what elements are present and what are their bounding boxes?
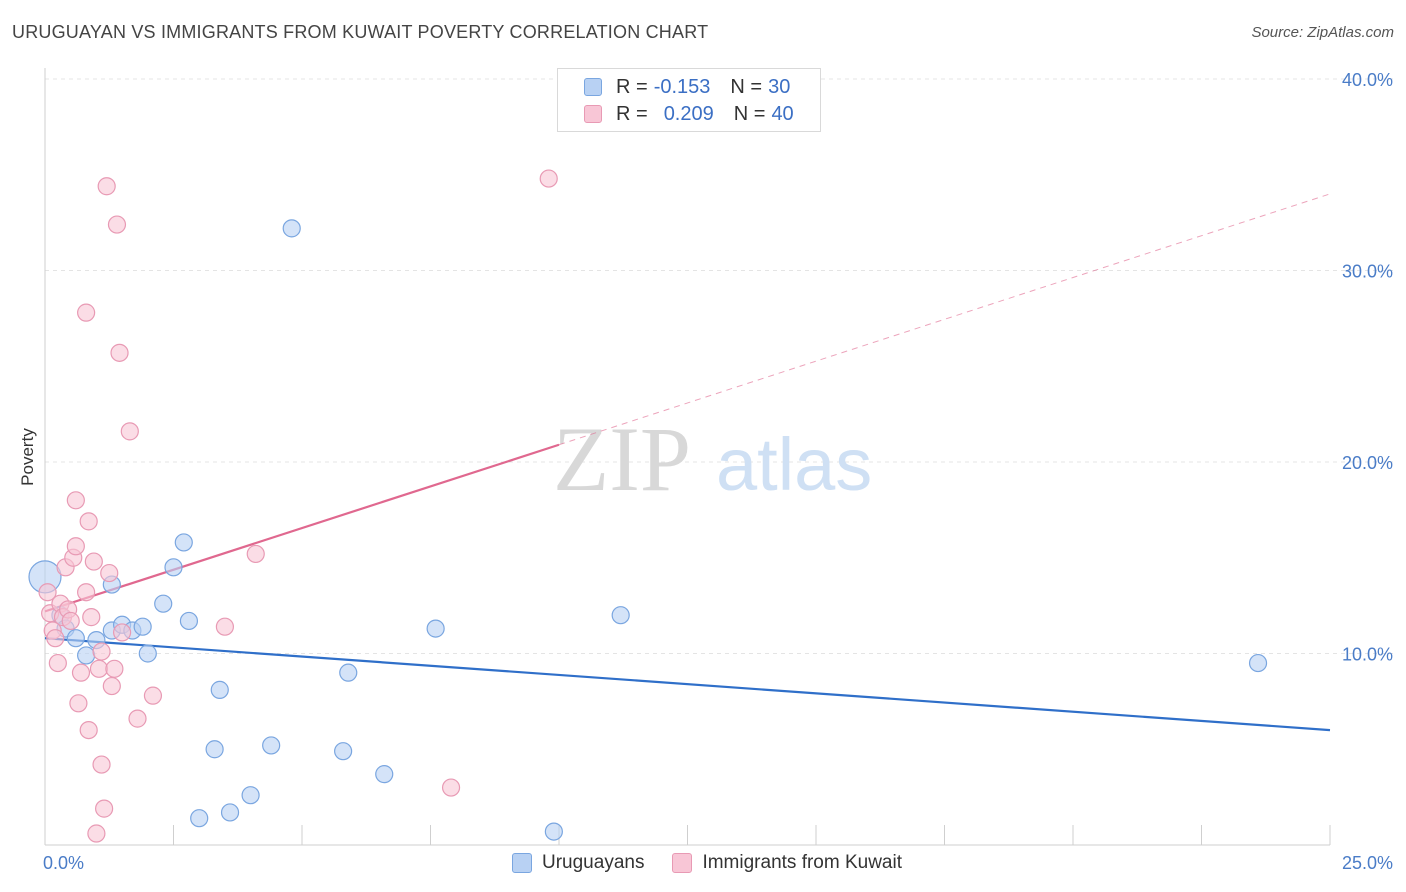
correlation-legend: R = -0.153 N = 30 R = 0.209 N = 40	[557, 68, 821, 132]
point-kuwait	[105, 659, 124, 678]
point-uruguayans	[154, 594, 173, 613]
point-uruguayans	[66, 629, 85, 648]
source-label: Source: ZipAtlas.com	[1251, 24, 1394, 41]
legend-swatch-kuwait	[584, 105, 602, 123]
series-legend: Uruguayans Immigrants from Kuwait	[512, 852, 930, 874]
point-kuwait	[66, 537, 85, 556]
point-uruguayans	[179, 611, 199, 631]
y-tick-label: 10.0%	[1342, 645, 1393, 665]
point-uruguayans	[1248, 653, 1268, 673]
y-tick-label: 40.0%	[1342, 70, 1393, 90]
point-kuwait	[128, 709, 147, 728]
point-kuwait	[79, 512, 98, 531]
point-kuwait	[97, 177, 116, 196]
legend-r-label: R =	[616, 102, 648, 125]
series-name-uruguayans: Uruguayans	[542, 852, 645, 873]
tick-labels: 10.0% 20.0% 30.0% 40.0% 0.0% 25.0%	[43, 70, 1393, 873]
point-kuwait	[120, 422, 139, 441]
point-kuwait	[69, 694, 88, 713]
point-kuwait	[107, 215, 127, 234]
x-tick-label: 0.0%	[43, 853, 84, 873]
point-kuwait	[100, 563, 119, 583]
series-swatch-uruguayans	[512, 853, 532, 873]
point-uruguayans	[334, 742, 353, 761]
series-name-kuwait: Immigrants from Kuwait	[702, 852, 902, 873]
point-kuwait	[143, 686, 163, 705]
point-kuwait	[77, 303, 96, 322]
watermark-atlas: atlas	[716, 423, 872, 506]
point-uruguayans	[262, 736, 281, 755]
point-uruguayans	[426, 619, 445, 638]
point-kuwait	[215, 617, 234, 636]
point-kuwait	[110, 343, 129, 362]
point-uruguayans	[544, 822, 563, 841]
point-uruguayans	[282, 219, 301, 238]
point-kuwait	[79, 720, 98, 740]
point-kuwait	[92, 642, 111, 661]
point-kuwait	[246, 544, 265, 564]
y-tick-label: 30.0%	[1342, 262, 1393, 282]
legend-r-label: R =	[616, 75, 648, 98]
point-uruguayans	[138, 644, 157, 663]
point-uruguayans	[133, 617, 152, 636]
point-kuwait	[87, 824, 106, 843]
point-uruguayans	[174, 533, 193, 552]
point-uruguayans	[241, 786, 260, 805]
point-kuwait	[77, 583, 96, 602]
point-kuwait	[48, 653, 67, 673]
point-kuwait	[441, 778, 461, 797]
legend-n-label: N =	[730, 75, 763, 98]
legend-row-uruguayans: R = -0.153 N = 30	[584, 75, 790, 99]
point-kuwait	[38, 583, 57, 602]
point-kuwait	[112, 623, 132, 642]
trend-lines	[44, 193, 1331, 732]
grid-lines	[45, 78, 1395, 654]
point-uruguayans	[205, 740, 224, 759]
data-points	[28, 169, 1268, 843]
point-kuwait	[66, 491, 85, 510]
point-uruguayans	[375, 765, 394, 784]
point-uruguayans	[77, 646, 96, 665]
x-tick-label: 25.0%	[1342, 853, 1393, 873]
point-kuwait	[102, 676, 121, 696]
point-kuwait	[71, 663, 91, 682]
legend-row-kuwait: R = 0.209 N = 40	[584, 102, 794, 126]
point-uruguayans	[164, 558, 183, 577]
series-legend-kuwait: Immigrants from Kuwait	[672, 852, 902, 874]
legend-n-value: 40	[771, 102, 794, 125]
point-kuwait	[95, 799, 114, 818]
watermark-zip: ZIP	[553, 408, 691, 510]
trend-line-kuwait	[44, 443, 560, 613]
legend-n-value: 30	[768, 75, 791, 98]
point-uruguayans	[210, 680, 229, 699]
point-kuwait	[92, 755, 111, 774]
point-kuwait	[539, 169, 558, 188]
y-tick-label: 20.0%	[1342, 453, 1393, 473]
chart-title: URUGUAYAN VS IMMIGRANTS FROM KUWAIT POVE…	[12, 22, 709, 42]
point-uruguayans	[190, 809, 209, 828]
trend-line-kuwait-extension	[558, 193, 1331, 446]
legend-r-value: 0.209	[663, 102, 714, 125]
point-kuwait	[89, 659, 109, 678]
point-kuwait	[61, 611, 80, 631]
trend-line-uruguayans	[44, 637, 1331, 732]
point-kuwait	[46, 629, 65, 648]
point-uruguayans	[339, 663, 358, 682]
point-uruguayans	[611, 606, 630, 625]
series-legend-uruguayans: Uruguayans	[512, 852, 644, 874]
point-uruguayans	[220, 803, 240, 822]
legend-n-label: N =	[733, 102, 766, 125]
point-kuwait	[84, 552, 103, 571]
legend-swatch-uruguayans	[584, 78, 602, 96]
legend-r-value: -0.153	[653, 75, 711, 98]
y-axis-label: Poverty	[18, 428, 37, 486]
series-swatch-kuwait	[672, 853, 693, 873]
point-kuwait	[82, 608, 101, 627]
